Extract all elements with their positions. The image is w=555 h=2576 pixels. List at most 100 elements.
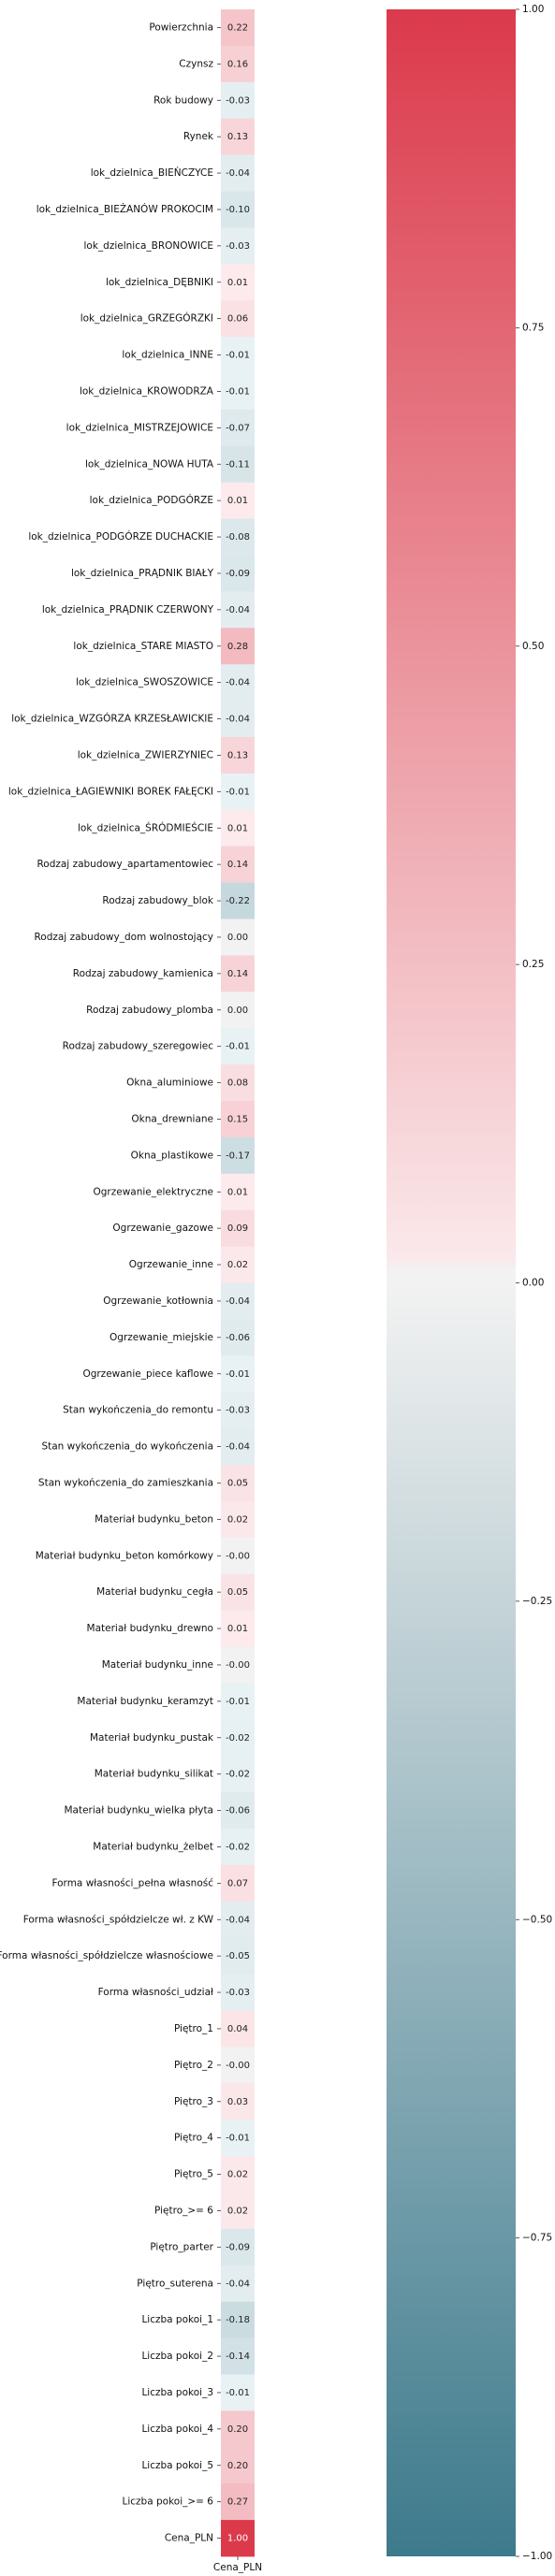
- row-label: Ogrzewanie_inne: [129, 1259, 213, 1270]
- cell-value-label: -0.11: [226, 459, 250, 470]
- colorbar-tick-label: 1.00: [522, 4, 544, 15]
- cell-value-label: -0.08: [226, 532, 250, 543]
- row-label: lok_dzielnica_PODGÓRZE DUCHACKIE: [28, 530, 213, 543]
- row-label: Materiał budynku_żelbet: [93, 1841, 213, 1852]
- row-label: Rodzaj zabudowy_apartamentowiec: [37, 859, 213, 870]
- cell-value-label: 0.28: [227, 642, 248, 652]
- row-label: Rodzaj zabudowy_szeregowiec: [63, 1041, 214, 1052]
- cell-value-label: 0.02: [227, 2206, 248, 2216]
- row-label: Forma własności_spółdzielcze własnościow…: [0, 1950, 213, 1961]
- row-label: Liczba pokoi_1: [141, 2314, 213, 2325]
- row-label: Okna_plastikowe: [131, 1150, 213, 1161]
- cell-value-label: -0.04: [226, 1442, 250, 1453]
- row-label: Rodzaj zabudowy_kamienica: [73, 968, 213, 979]
- row-label: lok_dzielnica_NOWA HUTA: [85, 458, 214, 470]
- row-label: Forma własności_spółdzielcze wł. z KW: [23, 1914, 214, 1925]
- row-label: Materiał budynku_beton komórkowy: [36, 1550, 213, 1561]
- row-label: Liczba pokoi_4: [141, 2424, 213, 2435]
- colorbar-tick-label: 0.00: [522, 1278, 544, 1289]
- cell-value-label: 0.01: [227, 496, 248, 506]
- cell-value-label: -0.04: [226, 2279, 250, 2289]
- cell-value-label: -0.09: [226, 2242, 250, 2252]
- row-label: Piętro_5: [174, 2169, 213, 2180]
- row-label: lok_dzielnica_ŚRÓDMIEŚCIE: [78, 821, 213, 833]
- row-label: lok_dzielnica_SWOSZOWICE: [76, 677, 213, 688]
- cell-value-label: 0.06: [227, 314, 248, 325]
- cell-value-label: 0.02: [227, 1514, 248, 1525]
- row-label: Stan wykończenia_do remontu: [63, 1405, 213, 1416]
- cell-value-label: -0.00: [226, 2061, 250, 2071]
- cell-value-label: 0.22: [227, 22, 248, 33]
- row-label: Materiał budynku_silikat: [95, 1769, 213, 1780]
- cell-value-label: -0.04: [226, 715, 250, 725]
- row-label: lok_dzielnica_PRĄDNIK CZERWONY: [42, 604, 214, 615]
- cell-value-label: -0.01: [226, 2134, 250, 2144]
- cell-value-label: -0.04: [226, 1296, 250, 1307]
- colorbar-tick-label: −0.25: [522, 1596, 552, 1607]
- row-label: Stan wykończenia_do zamieszkania: [38, 1477, 213, 1488]
- cell-value-label: -0.01: [226, 2388, 250, 2398]
- cell-value-label: 0.02: [227, 1260, 248, 1270]
- cell-value-label: 0.04: [227, 2024, 248, 2034]
- cell-value-label: 0.14: [227, 860, 248, 870]
- row-label: lok_dzielnica_STARE MIASTO: [73, 641, 213, 652]
- cell-value-label: -0.04: [226, 1915, 250, 1925]
- cell-value-label: -0.06: [226, 1806, 250, 1816]
- row-label: Ogrzewanie_miejskie: [110, 1332, 213, 1343]
- row-label: Materiał budynku_keramzyt: [77, 1696, 213, 1707]
- cell-value-label: -0.04: [226, 605, 250, 615]
- cell-value-label: 0.20: [227, 2461, 248, 2471]
- row-label: lok_dzielnica_BIEŃCZYCE: [91, 166, 213, 179]
- row-label: lok_dzielnica_INNE: [122, 350, 213, 361]
- row-label: lok_dzielnica_KROWODRZA: [80, 385, 214, 397]
- cell-value-label: 0.00: [227, 1006, 248, 1016]
- cell-value-label: -0.00: [226, 1660, 250, 1671]
- cell-value-label: -0.00: [226, 1551, 250, 1561]
- cell-value-label: 0.13: [227, 750, 248, 760]
- row-label: Liczba pokoi_3: [141, 2387, 213, 2398]
- row-label: lok_dzielnica_BRONOWICE: [84, 240, 214, 252]
- cell-value-label: -0.18: [226, 2315, 250, 2325]
- cell-value-label: 0.07: [227, 1878, 248, 1889]
- cell-value-label: -0.14: [226, 2352, 250, 2362]
- cell-value-label: -0.02: [226, 1842, 250, 1852]
- cell-value-label: -0.07: [226, 423, 250, 433]
- colorbar-tick-label: 0.25: [522, 959, 544, 970]
- cell-value-label: -0.03: [226, 241, 250, 252]
- cell-value-label: -0.01: [226, 386, 250, 397]
- cell-value-label: 1.00: [227, 2534, 248, 2544]
- cell-value-label: -0.17: [226, 1151, 250, 1161]
- row-label: Cena_PLN: [165, 2533, 213, 2544]
- row-label: Piętro_parter: [150, 2241, 213, 2252]
- row-label: Liczba pokoi_2: [141, 2351, 213, 2362]
- cell-value-label: 0.05: [227, 1587, 248, 1598]
- row-label: Forma własności_pełna własność: [51, 1877, 213, 1889]
- cell-value-label: -0.22: [226, 896, 250, 906]
- row-label: lok_dzielnica_DĘBNIKI: [106, 277, 213, 288]
- row-label: Ogrzewanie_gazowe: [112, 1223, 213, 1234]
- row-label: Materiał budynku_cegła: [96, 1586, 213, 1598]
- cell-value-label: -0.02: [226, 1770, 250, 1780]
- row-label: Piętro_>= 6: [154, 2205, 213, 2216]
- row-label: Piętro_4: [174, 2133, 213, 2144]
- cell-value-label: -0.01: [226, 351, 250, 361]
- cell-value-label: -0.09: [226, 569, 250, 579]
- colorbar-tick-label: −0.75: [522, 2233, 552, 2244]
- row-label: Ogrzewanie_elektryczne: [94, 1186, 214, 1197]
- heatmap-cells: 0.22 0.16 -0.03 0.13 -0.04 -0.10 -0.03 0.01 0.06…: [221, 9, 255, 2556]
- cell-value-label: -0.10: [226, 205, 250, 215]
- cell-value-label: 0.01: [227, 1624, 248, 1634]
- cell-value-label: -0.01: [226, 1042, 250, 1052]
- cell-value-label: -0.03: [226, 1406, 250, 1416]
- colorbar-ticks: 1.00 0.75 0.50 0.25 0.00 −0.25 −0.50 −0.75 −1.00: [516, 4, 552, 2562]
- colorbar-tick-label: −1.00: [522, 2551, 552, 2562]
- row-label: Piętro_suterena: [137, 2278, 213, 2289]
- row-label: Materiał budynku_drewno: [87, 1623, 213, 1634]
- colorbar: 1.00 0.75 0.50 0.25 0.00 −0.25 −0.50 −0.75 −1.00: [387, 4, 552, 2562]
- cell-value-label: 0.16: [227, 59, 248, 69]
- cell-value-label: -0.01: [226, 787, 250, 797]
- cell-value-label: 0.13: [227, 132, 248, 142]
- row-label: Piętro_2: [174, 2060, 213, 2071]
- row-label: Rodzaj zabudowy_dom wolnostojący: [34, 932, 213, 943]
